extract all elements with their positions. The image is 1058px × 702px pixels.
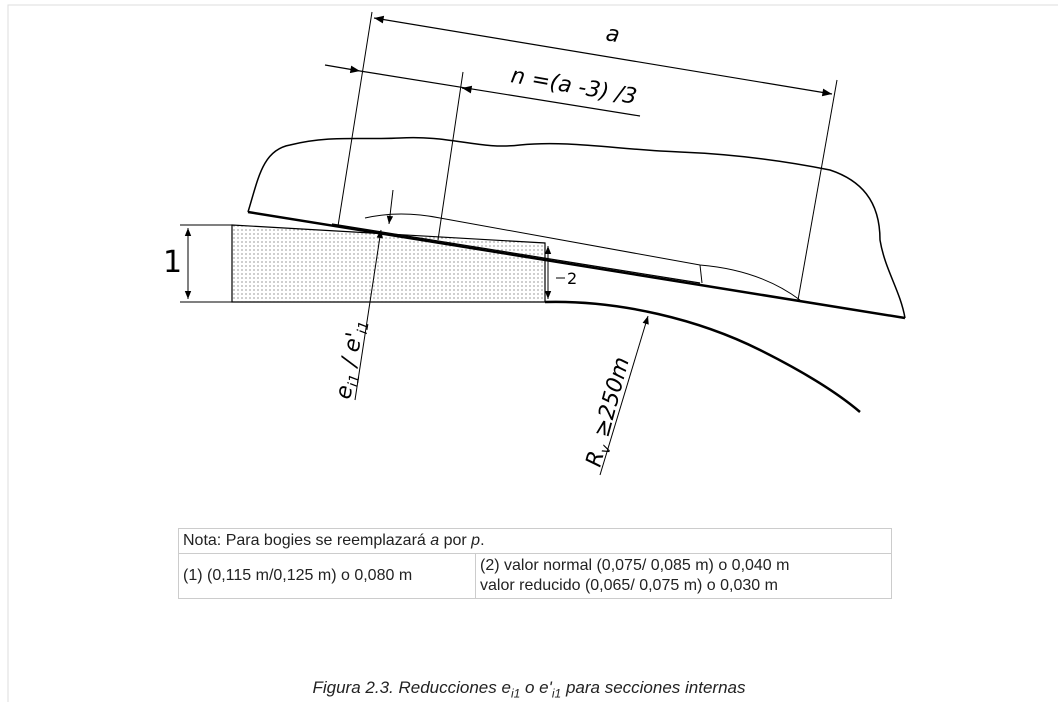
text: i1 — [510, 686, 521, 701]
rail-block — [231, 224, 546, 303]
cell: (1) (0,115 m/0,125 m) o 0,080 m — [178, 553, 476, 599]
note-table: Nota: Para bogies se reemplazará a por p… — [178, 528, 892, 599]
note: Nota: Para bogies se reemplazará a por p… — [178, 528, 892, 554]
text: i1 — [355, 320, 373, 335]
text: para secciones internas — [561, 678, 746, 697]
text: i1 — [345, 373, 363, 388]
text: i1 — [551, 686, 562, 701]
cell: (2) valor normal (0,075/ 0,085 m) o 0,04… — [475, 553, 892, 599]
text: o e' — [520, 678, 552, 697]
dim-n: n =(a -3) /3 — [509, 63, 639, 110]
text: ≥250m — [588, 354, 635, 446]
text: Figura 2.3. Reducciones e — [312, 678, 511, 697]
text: p — [471, 532, 481, 549]
text: e — [331, 383, 358, 401]
text: por — [439, 532, 472, 549]
text: . — [480, 532, 485, 549]
text: Nota: Para bogies se reemplazará — [183, 532, 431, 549]
text: valor reducido (0,065/ 0,075 m) o 0,030 … — [480, 577, 778, 594]
label-2: 2 — [567, 269, 577, 288]
dim-a: a — [604, 21, 622, 48]
frame — [7, 4, 1058, 702]
label-r: Rv ≥250m — [582, 354, 638, 470]
text: (2) valor normal (0,075/ 0,085 m) o 0,04… — [480, 557, 790, 574]
text: / e' — [336, 330, 368, 375]
label-e: ei1 / e'i1 — [331, 318, 372, 402]
text: R — [582, 448, 610, 469]
text: a — [430, 532, 440, 549]
caption: Figura 2.3. Reducciones ei1 o e'i1 para … — [0, 678, 1058, 700]
lines — [180, 11, 906, 476]
label-1: 1 — [163, 245, 182, 280]
